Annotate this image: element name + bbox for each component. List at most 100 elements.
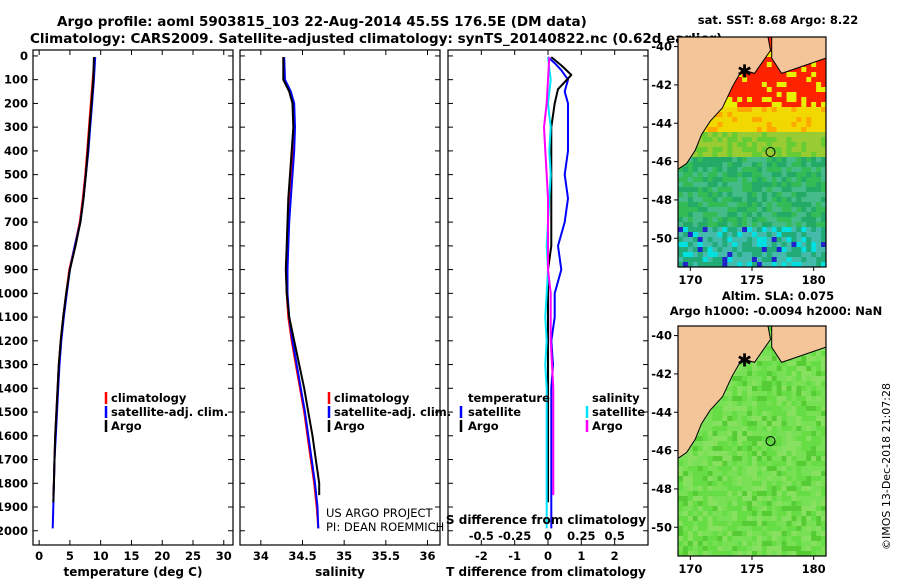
map-cell [791, 167, 797, 173]
map-cell [737, 107, 743, 113]
map-cell [761, 217, 768, 223]
map-cell [776, 207, 782, 213]
map-cell [781, 486, 787, 492]
map-cell [821, 247, 827, 253]
map-cell [781, 117, 787, 123]
map-cell [752, 217, 758, 223]
map-cell [771, 521, 777, 527]
map-cell [697, 237, 703, 243]
map-cell [687, 466, 694, 472]
map-cell [821, 456, 827, 462]
map-cell [776, 551, 782, 557]
map-cell [796, 207, 802, 213]
salinity-xlabel: salinity [315, 565, 365, 579]
map-cell [747, 97, 753, 103]
map-cell [712, 182, 718, 188]
map-cell [722, 252, 728, 258]
map-cell [752, 257, 758, 263]
map-cell [776, 142, 782, 148]
map-cell [717, 461, 723, 467]
map-cell [732, 247, 738, 253]
map-cell [786, 396, 792, 402]
map-cell [752, 152, 758, 158]
map-cell [821, 486, 827, 492]
map-cell [737, 371, 743, 377]
map-cell [702, 446, 708, 452]
map-cell [771, 167, 777, 173]
difference-x-tick-label: 2 [611, 549, 619, 563]
map-cell [682, 461, 689, 467]
map-cell [692, 476, 699, 482]
map-cell [771, 381, 777, 387]
map-cell [801, 182, 807, 188]
map-cell [752, 177, 758, 183]
map-cell [801, 232, 807, 238]
legend-temperature-title: temperature [468, 391, 550, 405]
map-cell [791, 97, 797, 103]
depth-tick-label: 1000 [0, 286, 28, 300]
map-cell [786, 546, 792, 552]
map-cell [747, 546, 753, 552]
map-cell [712, 411, 718, 417]
map-cell [811, 182, 817, 188]
map-cell [732, 406, 738, 412]
map-cell [737, 202, 743, 208]
map-cell [821, 461, 827, 467]
map-cell [791, 516, 797, 522]
map-cell [781, 202, 787, 208]
map-cell [816, 531, 822, 537]
map-cell [801, 441, 807, 447]
map-cell [776, 182, 782, 188]
map-cell [811, 541, 817, 547]
map-cell [712, 476, 718, 482]
map-cell [776, 212, 782, 218]
map-cell [712, 142, 718, 148]
map-cell [756, 127, 763, 133]
map-cell [717, 157, 723, 163]
map-cell [678, 257, 684, 263]
map-cell [737, 167, 743, 173]
map-cell [737, 526, 743, 532]
map-cell [722, 511, 728, 517]
map-cell [776, 112, 782, 118]
map-cell [776, 227, 782, 233]
map-cell [786, 491, 792, 497]
map-cell [816, 157, 822, 163]
map-cell [811, 212, 817, 218]
map-cell [801, 511, 807, 517]
map-cell [727, 406, 733, 412]
map-cell [756, 117, 763, 123]
map-cell [737, 431, 743, 437]
map-cell [806, 227, 812, 233]
map-cell [717, 247, 723, 253]
map-cell [702, 511, 708, 517]
map-cell [781, 361, 787, 367]
map-cell [756, 97, 763, 103]
map-cell [747, 227, 753, 233]
map-cell [781, 531, 787, 537]
map-cell [702, 162, 708, 168]
map-cell [697, 257, 703, 263]
map-cell [747, 202, 753, 208]
map-cell [727, 182, 733, 188]
map-cell [732, 481, 738, 487]
map-cell [801, 82, 807, 88]
map-cell [806, 167, 812, 173]
map-cell [742, 411, 748, 417]
map-cell [786, 391, 792, 397]
map-cell [712, 416, 718, 422]
map-cell [781, 381, 787, 387]
map-cell [702, 152, 708, 158]
map-cell [816, 426, 822, 432]
map-cell [806, 446, 812, 452]
map-cell [816, 491, 822, 497]
map-cell [722, 431, 728, 437]
map-cell [732, 172, 738, 178]
map-cell [771, 217, 777, 223]
map-cell [747, 441, 753, 447]
map-cell [771, 232, 777, 238]
map-cell [737, 386, 743, 392]
map-cell [816, 516, 822, 522]
map-cell [702, 252, 708, 258]
